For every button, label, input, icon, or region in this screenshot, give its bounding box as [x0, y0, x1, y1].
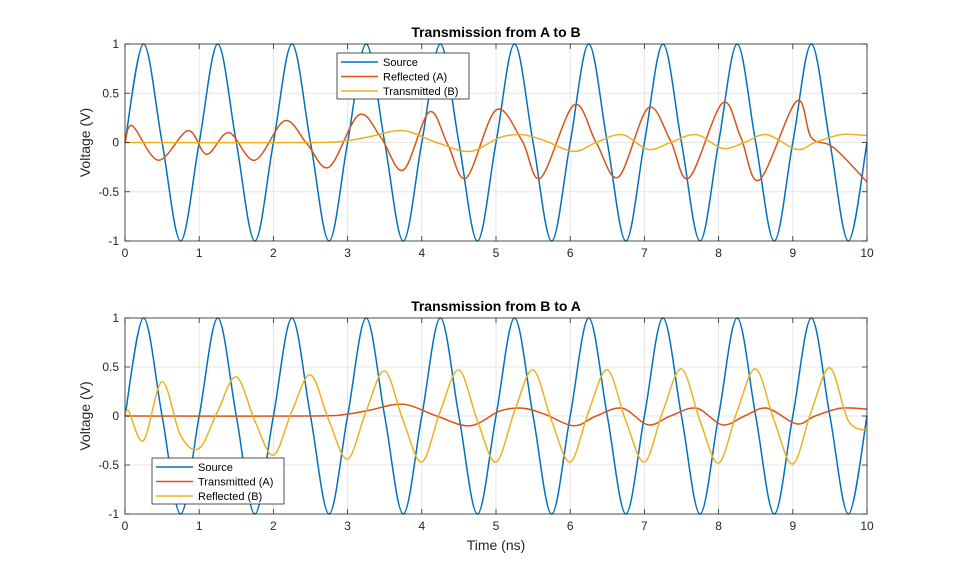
- x-tick-label: 0: [122, 246, 129, 260]
- legend-label-transmitted-b: Transmitted (B): [383, 86, 458, 98]
- x-tick-label: 10: [860, 246, 874, 260]
- xlabel-time: Time (ns): [467, 537, 526, 553]
- x-tick-label: 6: [567, 519, 574, 533]
- legend-label-reflected-b: Reflected (B): [198, 491, 262, 503]
- series-line-transmitted-b: [124, 129, 868, 153]
- chart-title-b-to-a: Transmission from B to A: [411, 298, 581, 314]
- x-tick-label: 10: [860, 519, 874, 533]
- y-tick-label: -1: [108, 507, 119, 521]
- x-tick-label: 5: [493, 246, 500, 260]
- x-tick-label: 5: [493, 519, 500, 533]
- ylabel-b-to-a: Voltage (V): [77, 381, 93, 450]
- x-tick-label: 8: [715, 519, 722, 533]
- series-line-transmitted-a: [124, 403, 868, 427]
- axes-b-to-a-ticks: 0 1 2 3 4 5 6 7 8 9 10 -1 -0.5 0 0.5 1: [98, 311, 874, 533]
- axes-a-to-b-series: [124, 43, 868, 242]
- legend-label-reflected-a: Reflected (A): [383, 72, 447, 84]
- series-line-source: [124, 43, 868, 242]
- y-tick-label: -1: [108, 234, 119, 248]
- x-tick-label: 9: [789, 246, 796, 260]
- x-tick-label: 7: [641, 246, 648, 260]
- x-tick-label: 1: [196, 519, 203, 533]
- series-line-reflected-a: [124, 99, 868, 183]
- chart-title-a-to-b: Transmission from A to B: [411, 24, 580, 40]
- x-tick-label: 3: [344, 519, 351, 533]
- legend-a-to-b: Source Reflected (A) Transmitted (B): [336, 52, 470, 100]
- legend-label-source: Source: [383, 57, 418, 69]
- x-tick-label: 7: [641, 519, 648, 533]
- x-tick-label: 8: [715, 246, 722, 260]
- x-tick-label: 4: [418, 519, 425, 533]
- x-tick-label: 2: [270, 519, 277, 533]
- x-tick-label: 6: [567, 246, 574, 260]
- axes-a-to-b: 0 1 2 3 4 5 6 7 8 9 10 -1 -0.5 0 0.5 1 Transmission fro…: [77, 24, 874, 260]
- legend-b-to-a: Source Transmitted (A) Reflected (B): [151, 457, 285, 505]
- y-tick-label: 0: [112, 136, 119, 150]
- ylabel-a-to-b: Voltage (V): [77, 108, 93, 177]
- legend-label-source: Source: [198, 462, 233, 474]
- legend-label-transmitted-a: Transmitted (A): [198, 477, 273, 489]
- axes-a-to-b-ticks: 0 1 2 3 4 5 6 7 8 9 10 -1 -0.5 0 0.5 1: [98, 37, 874, 260]
- y-tick-label: 1: [112, 311, 119, 325]
- x-tick-label: 3: [344, 246, 351, 260]
- x-tick-label: 1: [196, 246, 203, 260]
- series-line-reflected-b: [124, 367, 868, 465]
- y-tick-label: -0.5: [98, 185, 119, 199]
- x-tick-label: 4: [418, 246, 425, 260]
- y-tick-label: -0.5: [98, 458, 119, 472]
- y-tick-label: 0.5: [102, 86, 119, 100]
- x-tick-label: 2: [270, 246, 277, 260]
- x-tick-label: 9: [789, 519, 796, 533]
- y-tick-label: 1: [112, 37, 119, 51]
- y-tick-label: 0.5: [102, 360, 119, 374]
- y-tick-label: 0: [112, 409, 119, 423]
- x-tick-label: 0: [122, 519, 129, 533]
- axes-b-to-a: 0 1 2 3 4 5 6 7 8 9 10 -1 -0.5 0 0.5 1 Transmission fro…: [77, 298, 874, 553]
